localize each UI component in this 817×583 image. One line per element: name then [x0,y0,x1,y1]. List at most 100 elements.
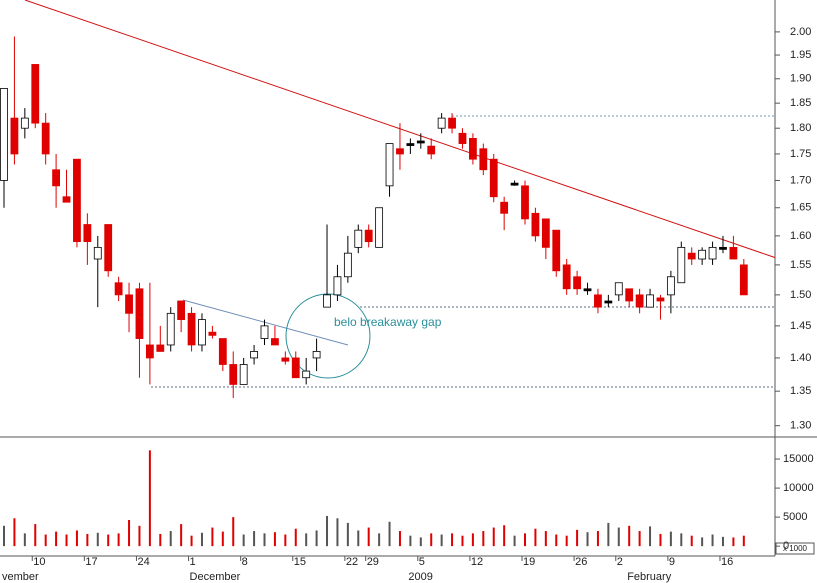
candle-body [562,264,571,290]
volume-bar [617,527,620,547]
unit-box [775,542,815,555]
volume-bar [357,530,360,547]
candle-body [635,294,644,308]
x-tick-label: 12 [471,556,483,568]
volume-tick-label: 15000 [783,453,814,465]
month-label: December [190,571,241,583]
candle-body [156,344,165,352]
candle-body [510,182,519,186]
minor-trend-line [182,299,349,346]
candle-body [83,224,92,243]
candle-body [489,158,498,198]
x-tick-label: 22 [346,556,358,568]
volume-bar [576,529,579,547]
volume-bar [721,536,724,547]
candle-body [468,138,477,160]
volume-bar [544,531,547,547]
gap-circle [285,293,371,379]
y-tick-label: 1.45 [790,320,811,332]
volume-bar [253,531,256,547]
candle-body [708,246,717,260]
candle-body [343,252,352,278]
y-tick-label: 1.30 [790,420,811,432]
candle-body [271,338,279,346]
volume-bar [388,521,391,547]
candle-body [281,357,290,362]
volume-bar [138,525,141,547]
volume-bar [680,533,683,547]
volume-unit-label: x 1000 [783,544,808,553]
candle-body [145,344,154,359]
candle-body [177,300,186,320]
candle-body [375,207,384,248]
candle-body [521,185,529,220]
candle-body [323,294,331,308]
volume-bar [284,534,287,547]
candle-body [239,364,248,385]
candle-body [52,169,60,187]
y-tick-label: 1.35 [790,385,811,397]
x-tick-label: 15 [294,556,306,568]
marks [0,36,748,547]
candle-body [41,122,50,155]
volume-bar [107,534,110,547]
volume-bar [13,518,16,547]
volume-bar [336,518,339,547]
volume-bar [23,533,26,547]
candle-body [656,297,665,302]
volume-bar [732,537,735,547]
volume-bar [34,524,37,547]
volume-bar [742,535,745,547]
candle-body [31,64,40,124]
volume-bar [367,527,370,547]
candle-body [187,312,196,346]
candle-body [729,246,738,260]
volume-bar [471,533,474,547]
volume-bar [711,534,714,547]
volume-bar [65,534,68,547]
x-tick-label: 19 [523,556,535,568]
volume-bar [461,535,464,547]
candle-body [208,331,217,336]
volume-bar [628,525,631,547]
candle-body [10,117,19,155]
annotation: belo breakaway gap [334,315,442,329]
candle-body [104,224,113,272]
volume-bar [524,533,526,547]
y-tick-label: 1.95 [790,49,811,61]
volume-bar [482,531,485,547]
volume-bar [96,532,99,547]
y-tick-label: 1.90 [790,73,811,85]
volume-bar [638,531,641,547]
x-tick-label: 8 [242,556,248,568]
candle-body [312,351,321,359]
volume-bar [211,527,214,547]
volume-bar [701,537,704,547]
volume-bar [596,531,599,547]
candle-body [364,229,373,243]
volume-bar [148,450,151,547]
volume-bar [326,515,329,547]
candle-body [573,276,581,290]
candle-body [385,143,394,187]
candle-body [604,300,613,304]
y-tick-label: 1.75 [790,148,811,160]
volume-bar [232,517,235,547]
volume-bar [586,532,589,547]
y-tick-label: 1.55 [790,259,811,271]
volume-bar [690,535,693,547]
x-tick-label: 10 [33,556,45,568]
volume-bar [409,535,412,547]
volume-bar [346,522,349,547]
y-tick-label: 1.50 [790,289,811,301]
y-tick-label: 1.80 [790,122,811,134]
candle-body [625,288,634,302]
month-label: February [627,571,672,583]
candle-body [20,117,29,129]
candle-body [135,288,144,339]
candle-body [448,117,456,129]
candle-body [396,148,404,155]
candle-body [583,288,592,292]
y-tick-label: 1.70 [790,174,811,186]
